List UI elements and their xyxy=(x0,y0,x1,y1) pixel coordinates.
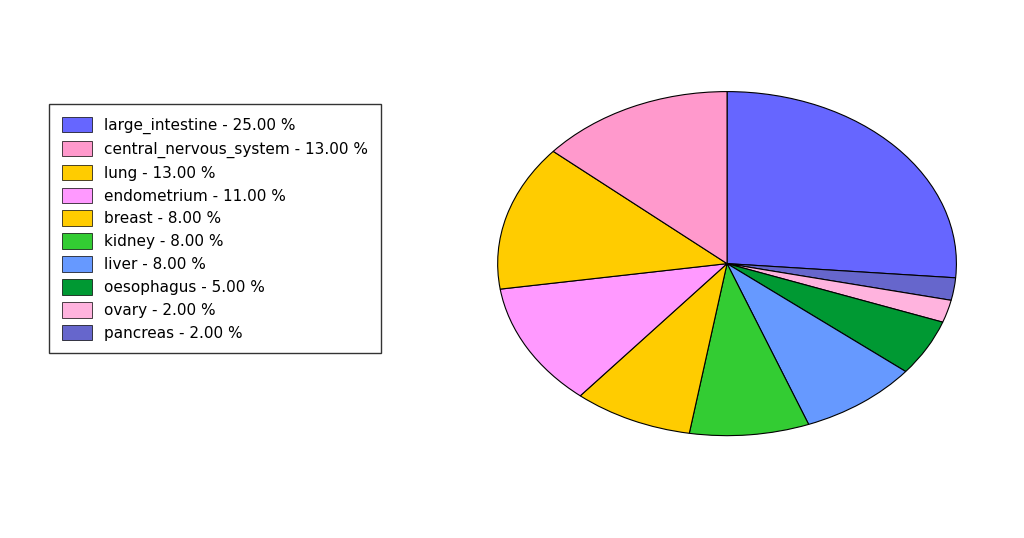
Wedge shape xyxy=(727,264,951,322)
Wedge shape xyxy=(500,264,727,396)
Wedge shape xyxy=(689,264,809,436)
Wedge shape xyxy=(581,264,727,433)
Legend: large_intestine - 25.00 %, central_nervous_system - 13.00 %, lung - 13.00 %, end: large_intestine - 25.00 %, central_nervo… xyxy=(49,104,381,353)
Wedge shape xyxy=(727,264,905,424)
Wedge shape xyxy=(498,151,727,289)
Wedge shape xyxy=(727,264,955,300)
Wedge shape xyxy=(553,91,727,264)
Wedge shape xyxy=(727,264,943,372)
Wedge shape xyxy=(727,91,956,278)
